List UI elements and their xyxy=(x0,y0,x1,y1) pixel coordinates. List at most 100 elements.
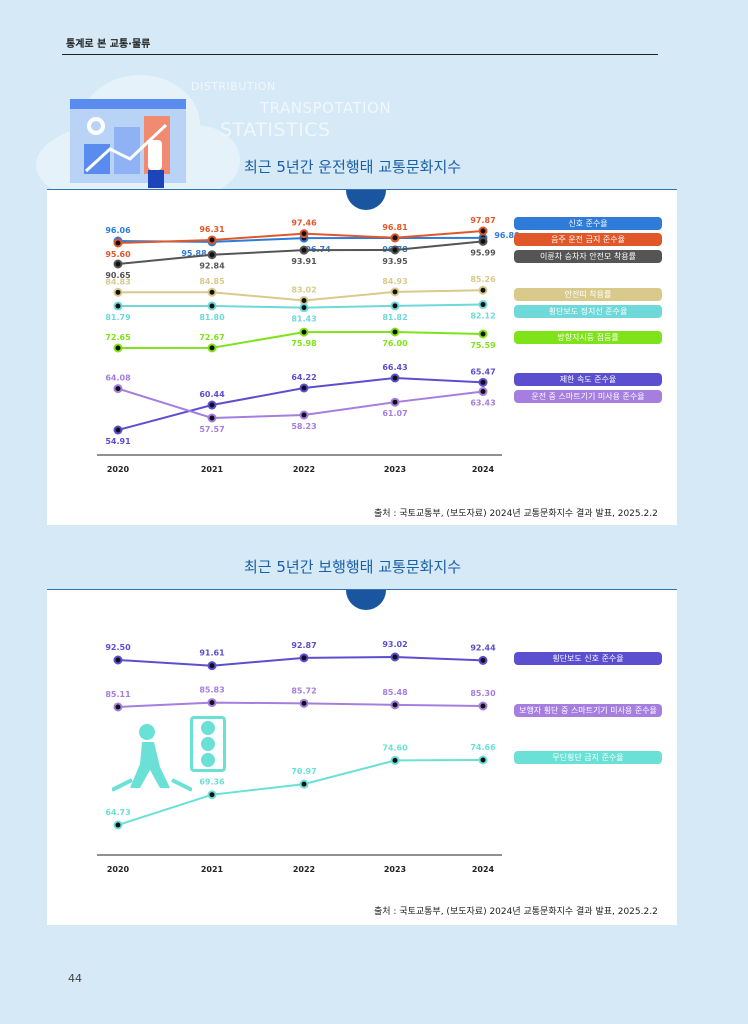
data-label: 84.83 xyxy=(105,277,130,286)
data-point xyxy=(299,229,309,239)
data-point xyxy=(113,820,123,830)
data-point xyxy=(390,301,400,311)
x-tick-label: 2023 xyxy=(384,465,406,474)
data-label: 92.50 xyxy=(105,643,131,652)
legend-item: 안전띠 착용률 xyxy=(514,288,662,301)
data-label: 74.66 xyxy=(470,743,496,752)
data-label: 96.80 xyxy=(494,231,520,240)
data-point xyxy=(390,755,400,765)
banner-word: TRANSPOTATION xyxy=(260,99,392,117)
data-label: 85.48 xyxy=(382,688,408,697)
data-point xyxy=(390,700,400,710)
data-point xyxy=(207,413,217,423)
banner-word: DISTRIBUTION xyxy=(191,80,276,93)
x-tick-label: 2021 xyxy=(201,865,224,874)
legend-item: 방향지시등 점등률 xyxy=(514,331,662,344)
data-point xyxy=(299,653,309,663)
data-point xyxy=(113,238,123,248)
data-point xyxy=(478,226,488,236)
data-point xyxy=(113,425,123,435)
section-header: 통계로 본 교통·물류 xyxy=(66,39,151,50)
x-tick-label: 2021 xyxy=(201,465,224,474)
x-tick-label: 2023 xyxy=(384,865,406,874)
data-label: 81.79 xyxy=(105,313,131,322)
data-label: 93.95 xyxy=(382,257,408,266)
legend-item: 횡단보도 신호 준수율 xyxy=(514,652,662,665)
page-number: 44 xyxy=(68,972,82,985)
data-label: 85.11 xyxy=(105,690,131,699)
data-point xyxy=(299,303,309,313)
chart-title: 최근 5년간 운전행태 교통문화지수 xyxy=(244,158,462,176)
data-label: 85.72 xyxy=(291,686,316,695)
banner-word: STATISTICS xyxy=(220,119,331,141)
data-label: 65.47 xyxy=(470,367,495,376)
data-point xyxy=(207,301,217,311)
data-label: 58.23 xyxy=(291,422,316,431)
data-point xyxy=(113,301,123,311)
data-point xyxy=(299,410,309,420)
data-point xyxy=(207,790,217,800)
data-point xyxy=(207,400,217,410)
chart-walking: 2020 2021 2022 2023 2024 92.50 91.61 92.87 93.02… xyxy=(97,640,502,874)
data-point xyxy=(207,250,217,260)
data-point xyxy=(207,343,217,353)
data-label: 70.97 xyxy=(291,767,316,776)
data-label: 90.65 xyxy=(105,271,131,280)
data-label: 91.61 xyxy=(199,649,225,658)
data-point xyxy=(478,300,488,310)
data-label: 85.30 xyxy=(470,689,496,698)
data-label: 81.80 xyxy=(199,313,225,322)
chart-source: 출처 : 국토교통부, (보도자료) 2024년 교통문화지수 결과 발표, 2… xyxy=(374,907,658,917)
data-point xyxy=(299,698,309,708)
data-label: 64.73 xyxy=(105,808,130,817)
data-label: 96.81 xyxy=(382,223,408,232)
data-label: 95.88 xyxy=(181,249,207,258)
x-tick-label: 2022 xyxy=(293,465,315,474)
data-point xyxy=(390,233,400,243)
data-label: 75.98 xyxy=(291,339,317,348)
chart-driving: 2020202120222023202496.0695.8896.7496.78… xyxy=(97,216,520,474)
data-label: 92.87 xyxy=(291,641,316,650)
data-label: 72.65 xyxy=(105,333,131,342)
data-point xyxy=(390,245,400,255)
data-point xyxy=(207,661,217,671)
data-point xyxy=(299,245,309,255)
data-label: 74.60 xyxy=(382,743,408,752)
data-label: 64.08 xyxy=(105,374,131,383)
data-label: 97.46 xyxy=(291,219,317,228)
data-label: 85.83 xyxy=(199,686,224,695)
data-label: 83.02 xyxy=(291,285,316,294)
x-tick-label: 2024 xyxy=(472,865,495,874)
data-point xyxy=(478,655,488,665)
data-label: 75.59 xyxy=(470,341,496,350)
x-tick-label: 2020 xyxy=(107,465,130,474)
panel-tab xyxy=(346,590,386,610)
data-label: 84.93 xyxy=(382,277,407,286)
data-label: 93.91 xyxy=(291,257,317,266)
data-label: 82.12 xyxy=(470,312,495,321)
data-label: 93.02 xyxy=(382,640,407,649)
data-point xyxy=(390,373,400,383)
data-point xyxy=(390,287,400,297)
data-point xyxy=(207,698,217,708)
data-label: 92.84 xyxy=(199,262,225,271)
data-point xyxy=(478,387,488,397)
data-label: 66.43 xyxy=(382,363,407,372)
x-tick-label: 2024 xyxy=(472,465,495,474)
data-point xyxy=(113,343,123,353)
data-label: 95.60 xyxy=(105,250,131,259)
data-label: 76.00 xyxy=(382,339,408,348)
legend-item: 무단횡단 금지 준수율 xyxy=(514,751,662,764)
data-label: 81.43 xyxy=(291,315,316,324)
header-divider xyxy=(62,54,658,55)
legend-item: 신호 준수율 xyxy=(514,217,662,230)
data-label: 69.36 xyxy=(199,778,225,787)
data-label: 92.44 xyxy=(470,643,496,652)
data-point xyxy=(390,327,400,337)
data-point xyxy=(207,235,217,245)
person-illustration xyxy=(146,140,166,188)
data-label: 61.07 xyxy=(382,409,407,418)
data-point xyxy=(299,779,309,789)
data-point xyxy=(299,383,309,393)
x-tick-label: 2020 xyxy=(107,865,130,874)
